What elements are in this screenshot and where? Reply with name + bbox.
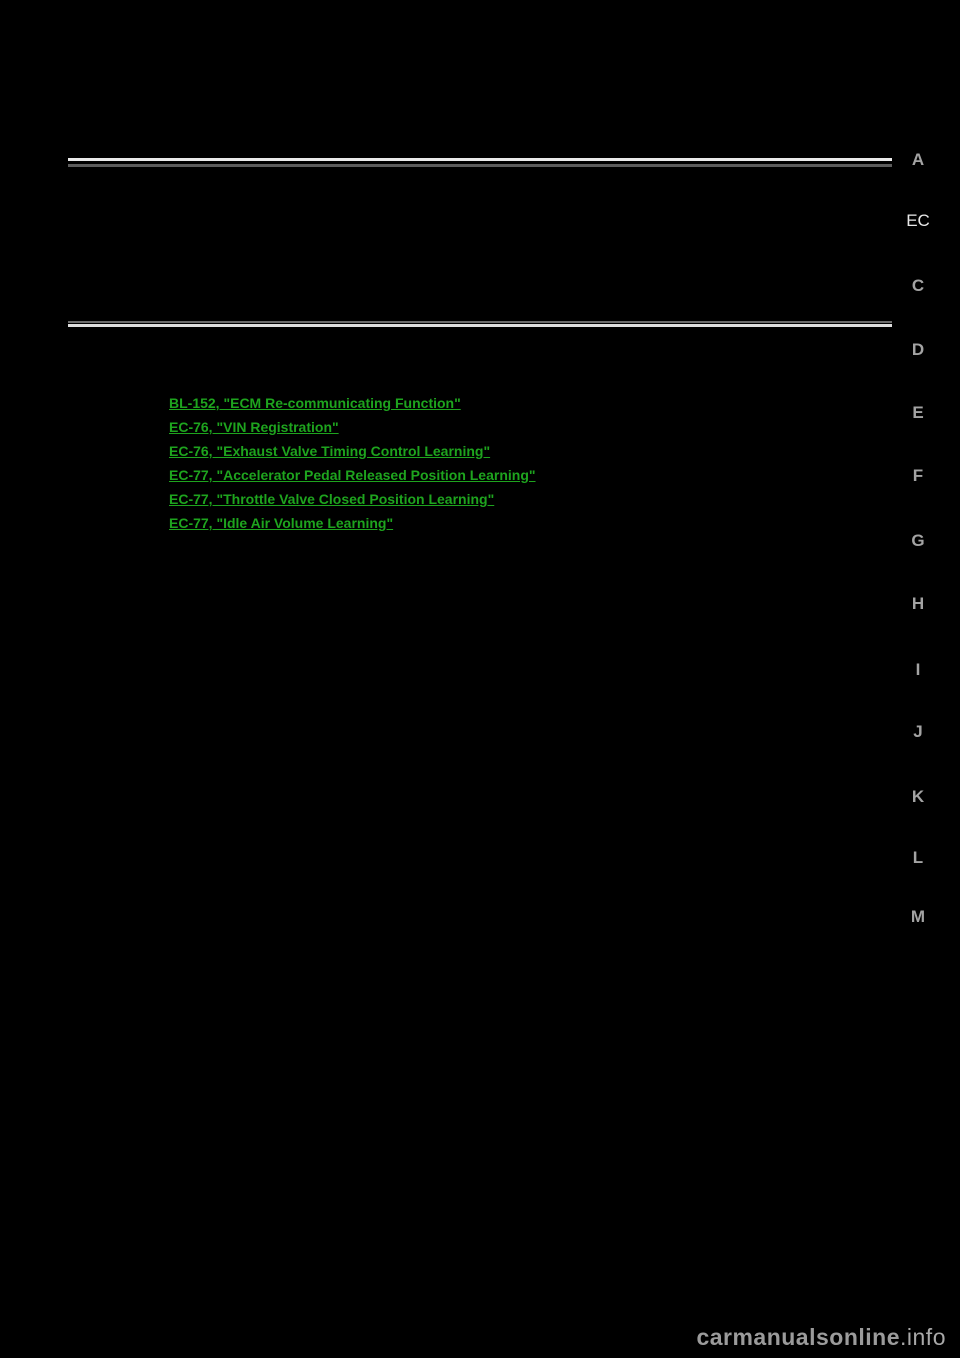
link-ecm-recommunicating-function[interactable]: BL-152, "ECM Re-communicating Function" — [169, 395, 461, 411]
link-vin-registration[interactable]: EC-76, "VIN Registration" — [169, 419, 339, 435]
second-divider-light-line — [68, 324, 892, 327]
side-index-letter-e: E — [912, 403, 924, 422]
link-throttle-valve-closed-position-learning[interactable]: EC-77, "Throttle Valve Closed Position L… — [169, 491, 495, 507]
side-index-letter-f: F — [912, 466, 924, 485]
side-index-letter-j: J — [913, 722, 923, 741]
watermark: carmanualsonline.info — [696, 1324, 946, 1351]
side-index-letter-h: H — [911, 594, 925, 613]
link-idle-air-volume-learning[interactable]: EC-77, "Idle Air Volume Learning" — [169, 515, 394, 531]
side-index-letter-g: G — [911, 531, 925, 550]
watermark-brand: carmanualsonline — [696, 1324, 901, 1350]
side-index-letter-c: C — [911, 276, 925, 295]
side-index-letter-m: M — [910, 907, 926, 926]
link-accelerator-pedal-released-position-learning[interactable]: EC-77, "Accelerator Pedal Released Posit… — [169, 467, 536, 483]
side-index-letter-d: D — [911, 340, 925, 359]
side-index-letter-l: L — [912, 848, 924, 867]
side-index-letter-a: A — [911, 150, 925, 169]
second-divider-dark-line — [68, 321, 892, 323]
watermark-tld: .info — [900, 1324, 946, 1350]
top-divider-light-line — [68, 158, 892, 161]
top-divider-dark-line — [68, 164, 892, 167]
side-index-letter-k: K — [911, 787, 925, 806]
section-code-ec: EC — [906, 211, 930, 230]
side-index-letter-i: I — [915, 660, 921, 679]
link-exhaust-valve-timing-control-learning[interactable]: EC-76, "Exhaust Valve Timing Control Lea… — [169, 443, 491, 459]
